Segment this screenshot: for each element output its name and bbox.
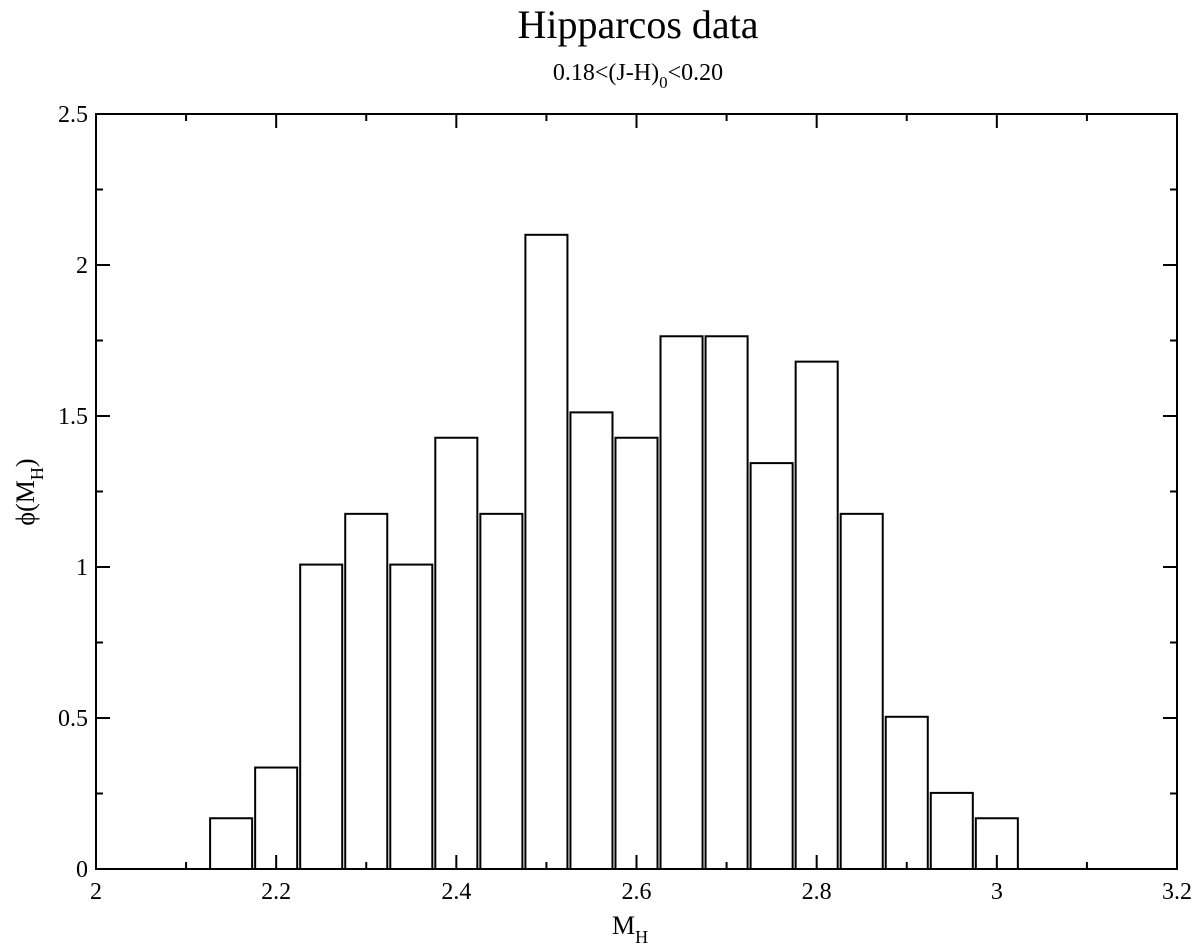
histogram-bar [839,512,884,870]
x-tick-label: 3.2 [1162,879,1192,905]
histogram-bar [254,766,299,871]
y-tick-label: 2 [76,253,88,279]
x-tick-label: 2.6 [622,879,652,905]
histogram-bar [614,436,659,870]
x-tick-label: 2.4 [441,879,471,905]
histogram-bar [884,715,929,870]
x-tick-label: 2.2 [261,879,291,905]
x-tick-label: 2.8 [802,879,832,905]
tick-labels-group: 2 2.2 2.4 2.6 2.8 3 3.2 0 0.5 1 1.5 2 2.5 [58,102,1192,905]
x-tick-label: 2 [90,879,102,905]
histogram-bar [209,817,254,871]
plot-frame [95,113,1178,870]
y-tick-label: 2.5 [58,102,88,128]
chart-title: Hipparcos data [517,2,758,47]
histogram-bar [434,436,479,870]
chart-subtitle: 0.18<(J-H)0<0.20 [553,60,723,92]
y-tick-label: 0 [76,857,88,883]
y-label-subscript: H [27,467,47,480]
histogram-bar [344,512,389,870]
x-label-main: M [612,911,635,940]
histogram-bar [704,335,749,870]
histogram-bar [299,563,344,871]
histogram-bar [749,462,794,870]
y-label-post: ) [11,458,40,467]
subtitle-subscript: 0 [659,73,668,92]
histogram-bar [524,233,569,871]
y-tick-label: 1 [76,555,88,581]
y-tick-label: 1.5 [58,404,88,430]
y-tick-label: 0.5 [58,706,88,732]
y-axis-label: ϕ(MH) [11,458,47,525]
histogram-bar [389,563,434,871]
y-label-pre: ϕ(M [11,480,40,525]
subtitle-suffix: <0.20 [668,60,724,86]
bars-group [209,233,1019,871]
histogram-bar [569,411,614,870]
histogram-bar [659,335,704,870]
histogram-bar [794,360,839,870]
x-label-subscript: H [635,927,648,947]
subtitle-prefix: 0.18<(J-H) [553,60,659,86]
histogram-bar [929,791,974,871]
histogram-bar [479,512,524,870]
x-tick-label: 3 [991,879,1003,905]
x-axis-label: MH [612,911,648,947]
